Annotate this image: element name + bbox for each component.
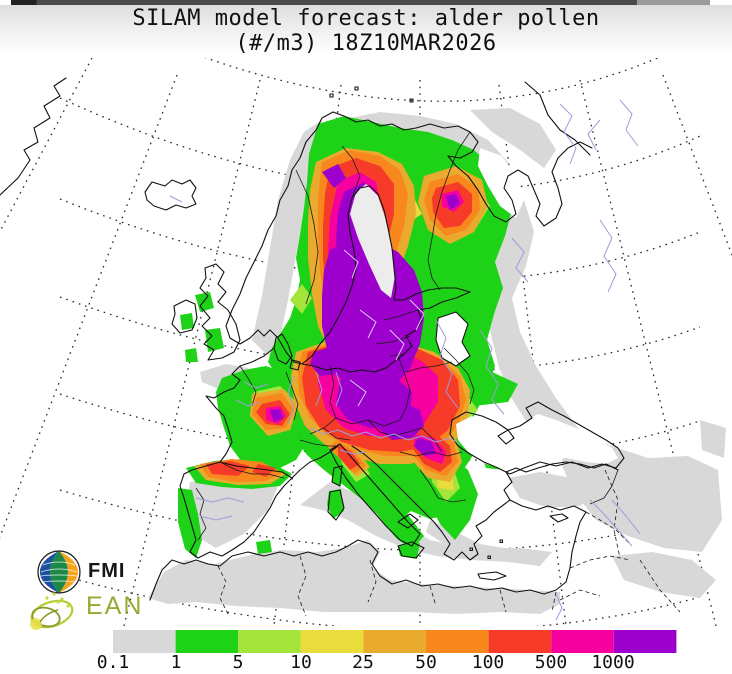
legend-tick: 10: [290, 652, 312, 673]
legend-tick: 25: [352, 652, 374, 673]
dashed-borders: [217, 469, 681, 617]
coastlines: [0, 77, 625, 601]
fmi-logo: [37, 550, 81, 594]
legend-swatch-2: [238, 630, 301, 653]
legend-swatch-1: [175, 630, 239, 653]
legend-swatch-8: [613, 630, 677, 653]
legend-tick: 1000: [591, 652, 635, 673]
legend-tick: 500: [534, 652, 568, 673]
legend-tick: 100: [471, 652, 505, 673]
legend-swatch-0: [113, 630, 176, 653]
admin-boundaries: [343, 249, 425, 407]
map-title: SILAM model forecast: alder pollen: [132, 6, 600, 31]
legend-swatch-6: [488, 630, 552, 653]
rivers: [169, 99, 641, 621]
ean-logo: [30, 592, 74, 630]
legend-tick: 5: [232, 652, 244, 673]
map-subtitle: (#/m3) 18Z10MAR2026: [235, 31, 497, 56]
title-band: [0, 5, 732, 65]
legend-swatch-4: [363, 630, 426, 653]
legend-tick: 50: [415, 652, 437, 673]
fmi-label: FMI: [88, 560, 126, 582]
legend-swatch-5: [426, 630, 489, 653]
legend-swatch-3: [300, 630, 364, 653]
country-borders: [195, 131, 619, 541]
legend-tick: 0.1: [96, 652, 130, 673]
window-top-strip: [0, 0, 732, 5]
legend-swatch-7: [551, 630, 614, 653]
legend-tick: 1: [170, 652, 182, 673]
legend-colorbar: [113, 630, 677, 653]
ean-label: EAN: [86, 592, 144, 620]
